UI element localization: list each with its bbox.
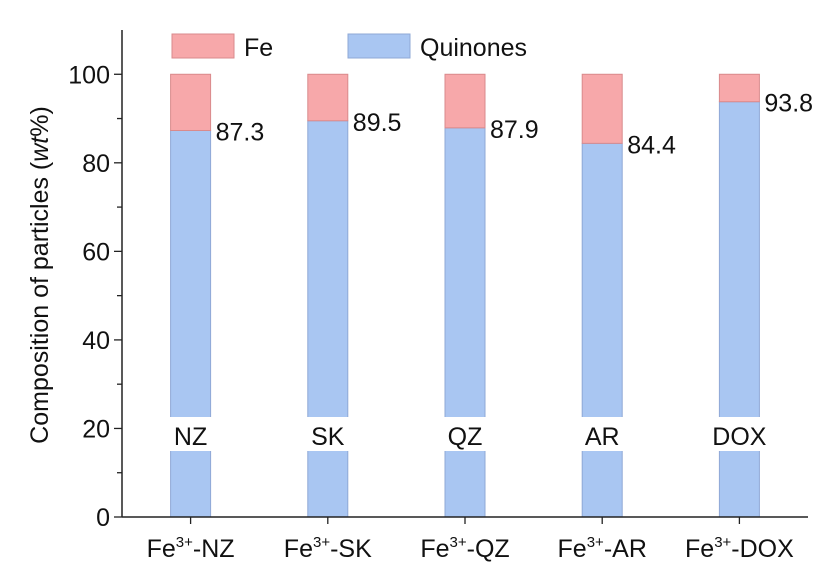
legend-label-quinones: Quinones: [420, 34, 527, 62]
y-axis-label-part2: %): [26, 106, 54, 137]
y-axis-label-italic: wt: [26, 136, 54, 162]
bar-fe-2: [307, 73, 349, 122]
inner-label-bg-2: [299, 417, 356, 451]
bar-fe-3: [444, 73, 486, 129]
y-tick-label-40: 40: [82, 327, 110, 355]
legend-label-fe: Fe: [244, 34, 273, 62]
bars-group: [170, 73, 760, 518]
axes-group: 0 20 40 60 80 100 Fe3+-NZ Fe3+-SK Fe3+-QZ Fe3+-AR…: [68, 30, 808, 563]
y-axis-label-part1: Composition of particles (: [26, 161, 54, 444]
bar-fe-1: [170, 73, 212, 131]
inner-label-3: QZ: [448, 423, 483, 451]
bar-fe-4: [581, 73, 623, 144]
y-tick-label-80: 80: [82, 150, 110, 178]
data-label-4: 84.4: [627, 131, 676, 159]
data-label-5: 93.8: [764, 90, 813, 118]
inner-label-bg-3: [437, 417, 493, 451]
data-label-1: 87.3: [216, 118, 265, 146]
y-tick-label-100: 100: [68, 61, 110, 89]
bar-fe-5: [718, 73, 760, 103]
x-tick-label-5: Fe3+-DOX: [685, 534, 794, 563]
data-label-2: 89.5: [353, 109, 402, 137]
bar-quinones-1: [170, 129, 212, 518]
inner-label-2: SK: [311, 423, 345, 451]
legend-swatch-quinones: [347, 33, 411, 59]
y-tick-label-0: 0: [96, 504, 110, 532]
y-tick-label-20: 20: [82, 415, 110, 443]
bar-quinones-5: [718, 101, 760, 518]
x-tick-label-4: Fe3+-AR: [558, 534, 647, 563]
bar-quinones-3: [444, 127, 486, 518]
data-label-3: 87.9: [490, 116, 539, 144]
x-tick-label-3: Fe3+-QZ: [420, 534, 509, 563]
inner-label-1: NZ: [174, 423, 207, 451]
x-tick-label-2: Fe3+-SK: [284, 534, 372, 563]
legend-swatch-fe: [171, 33, 235, 59]
inner-label-5: DOX: [712, 423, 767, 451]
labels-group: NZ SK QZ AR DOX 87.3 89.5 87.9 84.4 93.8: [162, 90, 813, 451]
inner-label-bg-1: [162, 417, 219, 451]
inner-label-4: AR: [585, 423, 620, 451]
bar-quinones-2: [307, 120, 349, 518]
inner-label-bg-5: [711, 417, 768, 451]
inner-label-bg-4: [574, 417, 631, 451]
y-axis-title: Composition of particles (wt%): [26, 106, 54, 444]
bar-quinones-4: [581, 142, 623, 518]
x-tick-label-1: Fe3+-NZ: [147, 534, 235, 563]
y-tick-label-60: 60: [82, 238, 110, 266]
y-axis-label: Composition of particles (wt%): [26, 106, 54, 444]
legend: Fe Quinones: [171, 33, 527, 62]
